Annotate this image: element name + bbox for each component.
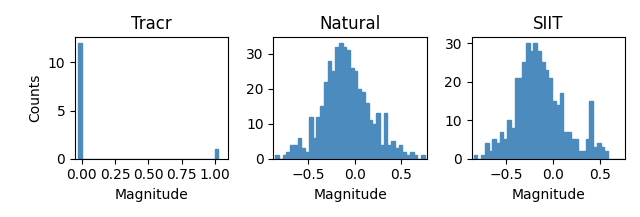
Bar — [376, 113, 380, 159]
Bar — [399, 145, 403, 159]
Bar — [567, 132, 571, 159]
Bar — [294, 145, 298, 159]
Bar — [350, 68, 354, 159]
Bar — [403, 152, 406, 159]
Bar — [283, 155, 287, 159]
Bar — [601, 147, 604, 159]
Bar — [556, 105, 559, 159]
Bar — [522, 62, 526, 159]
Bar — [215, 149, 218, 159]
X-axis label: Magnitude: Magnitude — [511, 188, 585, 202]
Bar — [541, 62, 545, 159]
Title: SIIT: SIIT — [533, 15, 564, 33]
Bar — [511, 128, 515, 159]
Bar — [410, 152, 413, 159]
Bar — [324, 82, 328, 159]
Bar — [332, 71, 335, 159]
Bar — [597, 143, 601, 159]
Bar — [484, 143, 488, 159]
Bar — [530, 51, 533, 159]
Bar — [545, 70, 548, 159]
Bar — [391, 141, 395, 159]
X-axis label: Magnitude: Magnitude — [115, 188, 189, 202]
Bar — [593, 147, 597, 159]
Bar — [589, 101, 593, 159]
X-axis label: Magnitude: Magnitude — [313, 188, 387, 202]
Bar — [406, 155, 410, 159]
Bar — [488, 151, 492, 159]
Bar — [500, 132, 504, 159]
Bar — [481, 155, 484, 159]
Bar — [559, 93, 563, 159]
Y-axis label: Counts: Counts — [28, 74, 42, 122]
Bar — [275, 155, 279, 159]
Bar — [346, 50, 350, 159]
Bar — [290, 145, 294, 159]
Bar — [335, 47, 339, 159]
Bar — [474, 155, 477, 159]
Bar — [387, 145, 391, 159]
Bar — [354, 71, 358, 159]
Bar — [372, 124, 376, 159]
Bar — [395, 148, 399, 159]
Bar — [604, 151, 608, 159]
Bar — [421, 155, 425, 159]
Bar — [361, 92, 365, 159]
Bar — [496, 143, 500, 159]
Bar — [305, 152, 309, 159]
Bar — [548, 78, 552, 159]
Bar — [320, 106, 324, 159]
Bar — [298, 138, 301, 159]
Title: Tracr: Tracr — [131, 15, 172, 33]
Bar — [328, 61, 332, 159]
Title: Natural: Natural — [319, 15, 381, 33]
Bar — [380, 145, 383, 159]
Bar — [301, 148, 305, 159]
Bar — [504, 140, 508, 159]
Bar — [339, 43, 342, 159]
Bar — [518, 78, 522, 159]
Bar — [575, 140, 579, 159]
Bar — [358, 89, 361, 159]
Bar — [586, 140, 589, 159]
Bar — [552, 101, 556, 159]
Bar — [316, 117, 320, 159]
Bar — [78, 43, 82, 159]
Bar — [508, 120, 511, 159]
Bar — [582, 151, 586, 159]
Bar — [369, 120, 372, 159]
Bar — [571, 140, 575, 159]
Bar — [492, 140, 496, 159]
Bar — [365, 103, 369, 159]
Bar — [533, 43, 537, 159]
Bar — [563, 132, 567, 159]
Bar — [383, 113, 387, 159]
Bar — [312, 138, 316, 159]
Bar — [579, 151, 582, 159]
Bar — [537, 51, 541, 159]
Bar — [413, 155, 417, 159]
Bar — [515, 78, 518, 159]
Bar — [526, 43, 530, 159]
Bar — [309, 117, 312, 159]
Bar — [287, 152, 290, 159]
Bar — [342, 47, 346, 159]
